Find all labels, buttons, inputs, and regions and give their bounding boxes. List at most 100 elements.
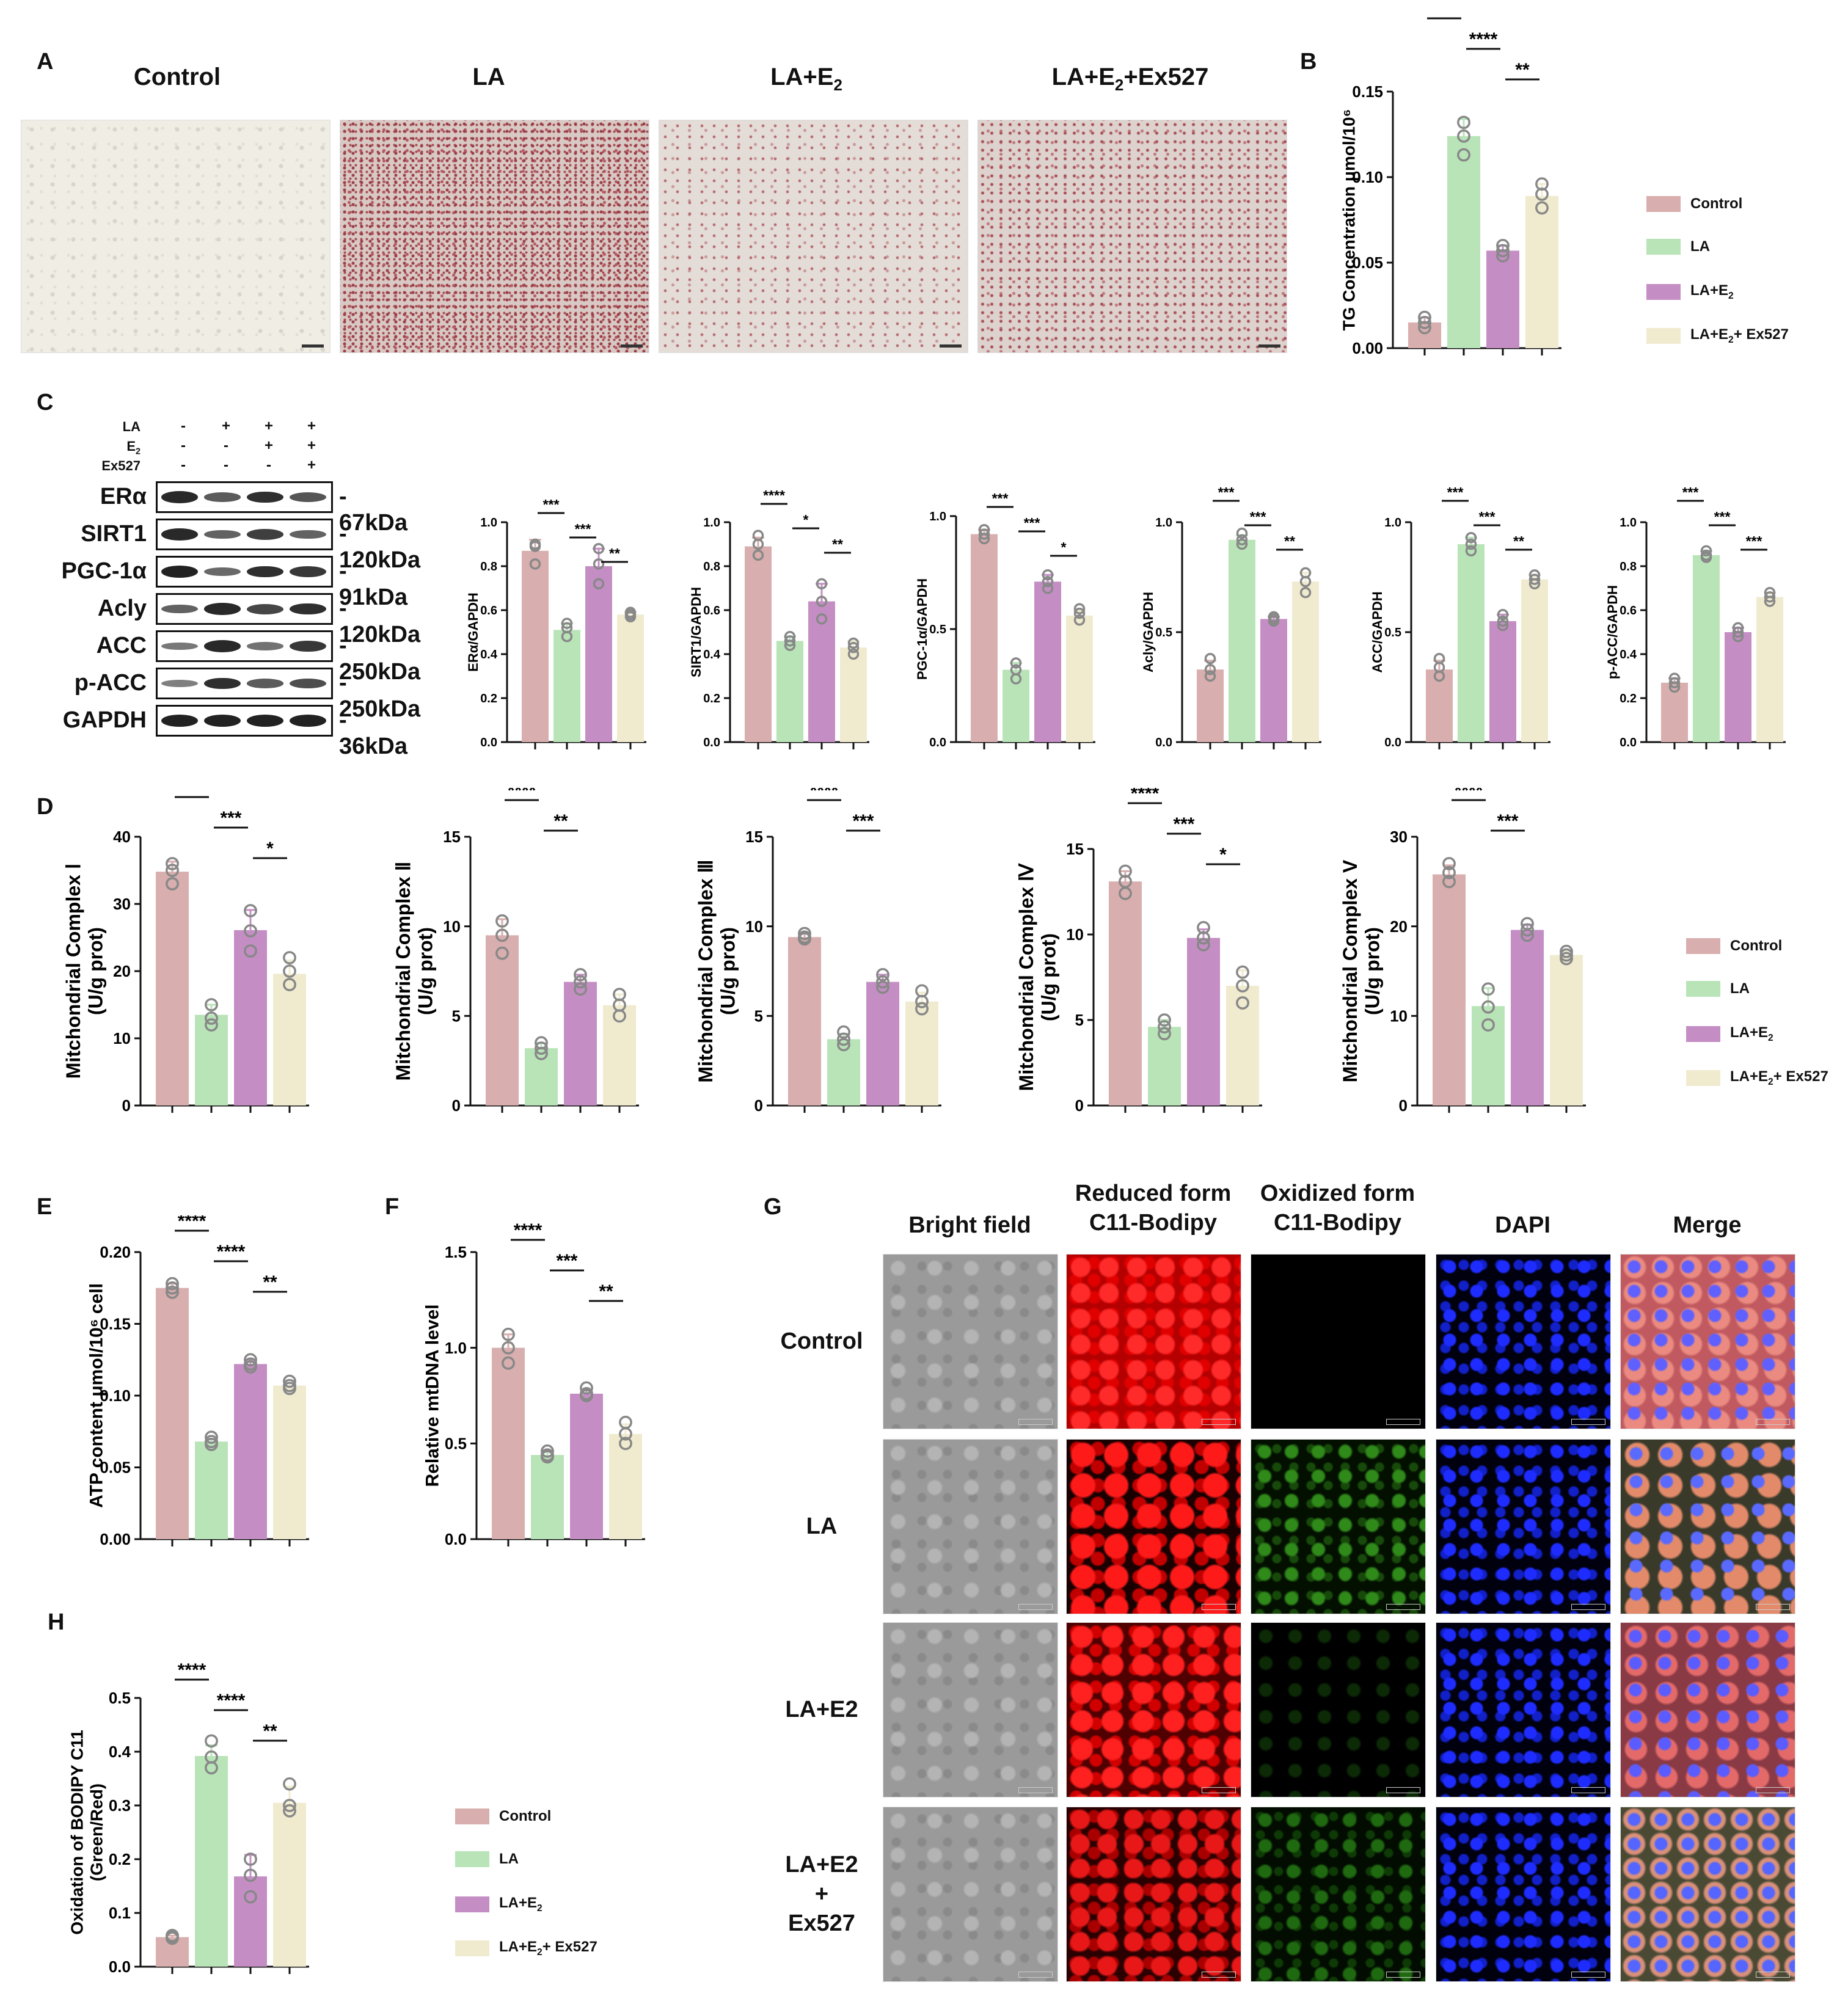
chart-d4-sig-label: * bbox=[1219, 845, 1227, 865]
chart-b-ytick-label: 0.15 bbox=[1352, 82, 1383, 101]
chart-d2-bar bbox=[603, 1005, 636, 1105]
chart-c5-ytick-label: 0.5 bbox=[1384, 626, 1401, 639]
legend-d-swatch-la-e2 bbox=[1686, 1025, 1720, 1042]
chart-d5-bar bbox=[1511, 930, 1544, 1105]
chart-c2-ytick-label: 1.0 bbox=[703, 516, 720, 530]
blot-strip bbox=[156, 556, 333, 588]
blot-band bbox=[161, 528, 198, 541]
blot-kda: - 91kDa bbox=[339, 558, 407, 610]
chart-f-point bbox=[541, 1444, 554, 1458]
chart-h-ytick-label: 0.4 bbox=[109, 1743, 131, 1761]
chart-c1-ylabel: ERα/GAPDH bbox=[466, 592, 481, 672]
blot-band bbox=[161, 491, 198, 503]
treatment-sign: - bbox=[181, 437, 186, 454]
chart-d4-ytick-label: 10 bbox=[1066, 925, 1084, 944]
blot-strip bbox=[156, 630, 333, 662]
chart-e-point bbox=[283, 1374, 296, 1388]
blot-label: ACC bbox=[96, 633, 147, 658]
chart-b-point bbox=[1418, 316, 1431, 329]
blot-band bbox=[204, 640, 241, 652]
chart-f-bar bbox=[531, 1455, 564, 1539]
chart-c6-ytick-label: 0.6 bbox=[1620, 604, 1637, 617]
chart-c6-bar bbox=[1693, 555, 1720, 742]
chart-f-point bbox=[619, 1415, 632, 1429]
chart-f-point bbox=[541, 1448, 554, 1462]
chart-e-point bbox=[166, 1285, 179, 1299]
blot-band bbox=[290, 640, 326, 652]
chart-d2-point bbox=[574, 975, 587, 989]
chart-d3-point bbox=[915, 1002, 929, 1016]
chart-c5-point bbox=[1465, 538, 1477, 550]
legend-b-item-la-e2: LA+E2 bbox=[1646, 282, 1734, 302]
legend-h-label-la-e2: LA+E2 bbox=[499, 1895, 542, 1914]
legend-d-label-la-e2: LA+E2 bbox=[1730, 1024, 1773, 1043]
chart-d1-point bbox=[205, 998, 218, 1011]
chart-c3-point bbox=[1042, 576, 1054, 588]
chart-c2-ytick-label: 0.0 bbox=[703, 736, 720, 749]
chart-c6-point bbox=[1732, 622, 1744, 634]
chart-h-sig-label: **** bbox=[217, 1691, 246, 1711]
scale-bar bbox=[1386, 1787, 1420, 1793]
treatment-sign: + bbox=[264, 437, 273, 454]
chart-c6-bar bbox=[1756, 597, 1783, 742]
panel-label-h: H bbox=[48, 1609, 65, 1635]
chart-d3-ytick-label: 0 bbox=[754, 1096, 763, 1115]
panel-g-image-merge bbox=[1620, 1439, 1795, 1614]
chart-d2-point bbox=[574, 967, 587, 982]
chart-d1-ytick-label: 30 bbox=[113, 895, 131, 913]
chart-d4-point bbox=[1236, 979, 1249, 993]
chart-h-bar bbox=[273, 1802, 306, 1967]
chart-d2-point bbox=[495, 946, 509, 960]
scale-bar bbox=[1018, 1604, 1053, 1610]
chart-c2-point bbox=[816, 613, 828, 625]
blot-band bbox=[247, 491, 283, 503]
chart-c2-sig-label: ** bbox=[832, 536, 843, 552]
chart-d1-bar bbox=[156, 872, 189, 1105]
panel-g-column-header: DAPI bbox=[1495, 1212, 1550, 1238]
chart-d5-bar bbox=[1433, 874, 1466, 1105]
chart-c5-point bbox=[1528, 574, 1541, 585]
chart-d4-ylabel: Mitchondrial Complex Ⅳ bbox=[1015, 862, 1037, 1091]
panel-a-title-la-e2-text: LA+E2 bbox=[770, 64, 842, 94]
chart-c4-sig-label: ** bbox=[1284, 533, 1295, 549]
chart-d4-point bbox=[1158, 1027, 1171, 1041]
legend-h-swatch-la-e2-ex527 bbox=[455, 1940, 489, 1956]
chart-d3-ytick-label: 10 bbox=[745, 917, 763, 936]
chart-e-point bbox=[283, 1379, 296, 1393]
legend-d-item-la: LA bbox=[1686, 980, 1750, 997]
chart-h-sig-label: **** bbox=[178, 1660, 206, 1680]
chart-c4-bar bbox=[1292, 581, 1319, 742]
blot-band bbox=[290, 492, 326, 502]
chart-d2-ylabel: (U/g prot) bbox=[415, 927, 437, 1015]
blot-strip bbox=[156, 593, 333, 625]
scale-bar bbox=[1202, 1787, 1236, 1793]
blot-band bbox=[247, 566, 283, 578]
legend-h-item-la: LA bbox=[455, 1851, 519, 1868]
chart-d3-point bbox=[876, 975, 889, 989]
blot-label: Acly bbox=[97, 596, 147, 621]
chart-f-point bbox=[580, 1381, 593, 1395]
treatment-sign: + bbox=[307, 418, 316, 434]
scale-bar bbox=[1386, 1419, 1420, 1425]
chart-d3-ytick-label: 15 bbox=[745, 828, 763, 846]
panel-g-image-bright-field bbox=[883, 1622, 1058, 1798]
chart-c2-bar bbox=[745, 546, 772, 742]
blot-kda: - 67kDa bbox=[339, 484, 407, 536]
blot-band bbox=[247, 529, 283, 540]
chart-c3-ytick-label: 0.5 bbox=[929, 623, 946, 636]
chart-c4-point bbox=[1299, 586, 1312, 599]
chart-d1-ylabel: Mitchondrial Complex Ⅰ bbox=[62, 864, 84, 1079]
legend-d-item-control: Control bbox=[1686, 938, 1782, 955]
chart-f-sig-label: ** bbox=[599, 1281, 613, 1302]
chart-f-ytick-label: 1.5 bbox=[445, 1243, 467, 1261]
blot-kda: - 120kDa bbox=[339, 521, 421, 573]
blot-label: ERα bbox=[100, 484, 147, 509]
chart-c4-bar bbox=[1260, 619, 1287, 742]
blot-strip bbox=[156, 519, 333, 550]
scale-bar bbox=[1756, 1787, 1790, 1793]
chart-d1-ytick-label: 10 bbox=[113, 1029, 131, 1047]
chart-c5-bar bbox=[1489, 621, 1516, 742]
chart-c1-sig-label: *** bbox=[543, 497, 560, 512]
